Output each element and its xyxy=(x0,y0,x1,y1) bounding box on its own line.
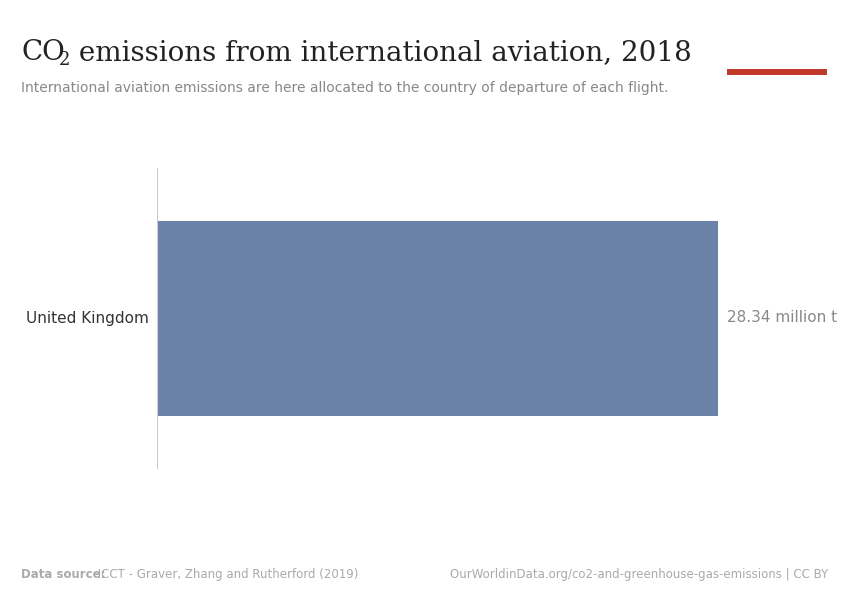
Text: CO: CO xyxy=(21,39,65,66)
Text: International aviation emissions are here allocated to the country of departure : International aviation emissions are her… xyxy=(21,81,669,95)
Text: OurWorldinData.org/co2-and-greenhouse-gas-emissions | CC BY: OurWorldinData.org/co2-and-greenhouse-ga… xyxy=(450,568,829,581)
Bar xyxy=(727,69,827,75)
Text: Our World: Our World xyxy=(747,32,807,42)
Text: emissions from international aviation, 2018: emissions from international aviation, 2… xyxy=(70,39,691,66)
Text: 28.34 million t: 28.34 million t xyxy=(727,311,836,325)
Text: Data source:: Data source: xyxy=(21,568,105,581)
Text: ICCT - Graver, Zhang and Rutherford (2019): ICCT - Graver, Zhang and Rutherford (201… xyxy=(94,568,358,581)
Text: United Kingdom: United Kingdom xyxy=(26,311,149,325)
Text: in Data: in Data xyxy=(756,52,798,62)
Text: 2: 2 xyxy=(59,51,70,69)
Bar xyxy=(157,220,718,415)
